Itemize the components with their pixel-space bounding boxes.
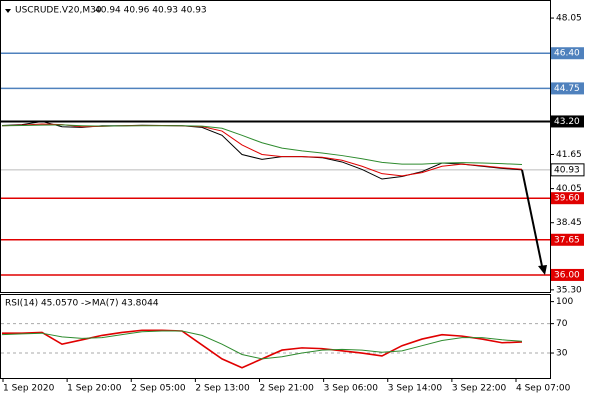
price-label: 40.93 xyxy=(554,165,580,175)
y-tick-label: 30 xyxy=(556,349,568,359)
level-box xyxy=(551,268,584,281)
x-tick-label: 2 Sep 05:00 xyxy=(131,384,186,394)
forecast-arrow xyxy=(521,169,544,272)
y-tick-label: 48.05 xyxy=(556,14,582,24)
level-label: 37.65 xyxy=(554,235,580,245)
level-box xyxy=(551,115,584,128)
x-tick-label: 3 Sep 22:00 xyxy=(452,384,507,394)
x-tick-label: 4 Sep 07:00 xyxy=(516,384,571,394)
x-tick-label: 3 Sep 14:00 xyxy=(388,384,443,394)
level-box xyxy=(551,82,584,95)
series-line xyxy=(2,329,523,369)
level-label: 46.40 xyxy=(554,49,580,59)
series-line xyxy=(1,330,523,360)
series-line xyxy=(1,123,523,177)
y-tick-label: 70 xyxy=(556,319,568,329)
level-label: 36.00 xyxy=(554,270,580,280)
x-tick-label: 3 Sep 06:00 xyxy=(324,384,379,394)
collapse-icon xyxy=(5,9,11,13)
rsi-frame xyxy=(0,294,551,379)
x-tick-label: 2 Sep 13:00 xyxy=(195,384,250,394)
series-line xyxy=(1,124,523,166)
y-tick-label: 40.05 xyxy=(556,184,582,194)
ohlc: 40.94 40.96 40.93 40.93 xyxy=(95,6,207,16)
x-tick-label: 1 Sep 2020 xyxy=(3,384,55,394)
y-tick-label: 38.45 xyxy=(556,218,582,228)
level-label: 43.20 xyxy=(554,117,580,127)
x-tick-label: 2 Sep 21:00 xyxy=(260,384,315,394)
x-tick-label: 1 Sep 20:00 xyxy=(67,384,122,394)
series-line xyxy=(1,120,523,180)
arrow-head xyxy=(538,264,547,275)
level-label: 44.75 xyxy=(554,84,580,94)
level-label: 39.60 xyxy=(554,194,580,204)
y-tick-label: 100 xyxy=(556,297,573,307)
y-tick-label: 35.30 xyxy=(556,285,582,295)
price-frame xyxy=(0,0,551,293)
y-tick-label: 41.65 xyxy=(556,150,582,160)
level-box xyxy=(551,192,584,205)
level-box xyxy=(551,47,584,60)
level-box xyxy=(551,233,584,246)
price-box xyxy=(550,163,585,177)
symbol: USCRUDE.V20,M30 xyxy=(15,6,102,16)
rsi-label: RSI(14) 45.0570 ->MA(7) 43.8044 xyxy=(5,299,159,309)
